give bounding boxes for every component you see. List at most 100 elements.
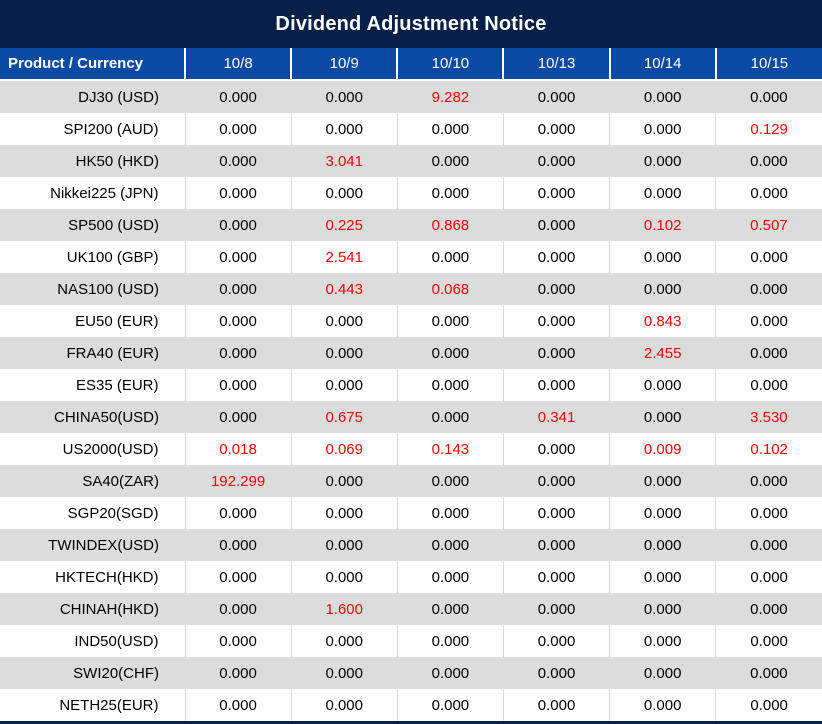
- dividend-value: 0.000: [502, 497, 610, 529]
- dividend-value: 192.299: [185, 465, 292, 497]
- dividend-value: 0.000: [503, 593, 610, 625]
- dividend-value: 0.000: [396, 369, 504, 401]
- dividend-value: 0.000: [396, 689, 504, 724]
- product-label: Nikkei225 (JPN): [0, 177, 185, 209]
- product-label: NETH25(EUR): [0, 689, 185, 724]
- product-label: SWI20(CHF): [0, 657, 185, 689]
- dividend-value: 0.000: [502, 177, 610, 209]
- dividend-value: 0.102: [715, 433, 822, 465]
- dividend-value: 0.000: [609, 593, 716, 625]
- dividend-value: 0.000: [503, 465, 610, 497]
- dividend-value: 0.000: [503, 145, 610, 177]
- dividend-value: 0.000: [184, 689, 292, 724]
- dividend-value: 0.000: [609, 529, 716, 561]
- dividend-value: 0.000: [609, 113, 716, 145]
- dividend-value: 0.000: [715, 465, 822, 497]
- column-header-date: 10/8: [183, 48, 292, 81]
- column-header-date: 10/13: [502, 48, 610, 81]
- dividend-value: 0.000: [503, 529, 610, 561]
- dividend-value: 0.000: [715, 273, 822, 305]
- dividend-value: 0.000: [184, 561, 292, 593]
- dividend-value: 0.000: [715, 593, 822, 625]
- dividend-value: 0.000: [185, 593, 292, 625]
- dividend-value: 0.000: [397, 657, 504, 689]
- dividend-value: 0.000: [609, 625, 716, 657]
- dividend-value: 0.000: [609, 369, 716, 401]
- dividend-value: 0.000: [503, 80, 610, 113]
- dividend-value: 0.000: [609, 657, 716, 689]
- dividend-value: 0.000: [184, 305, 292, 337]
- dividend-value: 9.282: [397, 80, 504, 113]
- dividend-value: 0.069: [290, 433, 398, 465]
- dividend-value: 0.000: [184, 497, 292, 529]
- dividend-value: 0.000: [397, 465, 504, 497]
- dividend-value: 0.000: [609, 401, 716, 433]
- table-row: ES35 (EUR) 0.000 0.000 0.000 0.000 0.000 0.000: [0, 369, 822, 401]
- dividend-value: 0.000: [396, 241, 504, 273]
- dividend-value: 0.000: [715, 369, 822, 401]
- dividend-value: 0.000: [715, 497, 822, 529]
- product-label: HK50 (HKD): [0, 145, 185, 177]
- table-row: IND50(USD) 0.000 0.000 0.000 0.000 0.000 0.000: [0, 625, 822, 657]
- dividend-value: 0.868: [397, 209, 504, 241]
- product-label: NAS100 (USD): [0, 273, 185, 305]
- dividend-value: 0.000: [290, 561, 398, 593]
- dividend-value: 0.000: [609, 241, 716, 273]
- dividend-value: 0.000: [502, 561, 610, 593]
- dividend-value: 0.000: [185, 337, 292, 369]
- header-row: Product / Currency 10/8 10/9 10/10 10/13 10/…: [0, 48, 822, 81]
- column-header-date: 10/14: [608, 48, 716, 81]
- table-row: DJ30 (USD) 0.000 0.000 9.282 0.000 0.000 0.000: [0, 80, 822, 113]
- dividend-value: 0.000: [502, 241, 610, 273]
- product-label: HKTECH(HKD): [0, 561, 185, 593]
- table-row: SPI200 (AUD) 0.000 0.000 0.000 0.000 0.000 0.1…: [0, 113, 822, 145]
- dividend-value: 0.000: [503, 273, 610, 305]
- dividend-value: 0.225: [291, 209, 398, 241]
- dividend-value: 0.000: [502, 689, 610, 724]
- product-label: EU50 (EUR): [0, 305, 185, 337]
- dividend-value: 0.000: [290, 625, 398, 657]
- dividend-value: 0.000: [503, 209, 610, 241]
- dividend-value: 0.000: [185, 80, 292, 113]
- dividend-value: 2.455: [609, 337, 716, 369]
- page-title: Dividend Adjustment Notice: [0, 0, 822, 48]
- dividend-value: 0.000: [609, 145, 716, 177]
- product-label: FRA40 (EUR): [0, 337, 185, 369]
- dividend-value: 0.000: [609, 177, 716, 209]
- dividend-value: 0.000: [715, 305, 822, 337]
- dividend-value: 0.000: [185, 273, 292, 305]
- dividend-value: 0.000: [715, 145, 822, 177]
- dividend-value: 0.000: [396, 497, 504, 529]
- dividend-value: 0.000: [502, 113, 610, 145]
- dividend-value: 0.000: [184, 113, 292, 145]
- dividend-value: 0.000: [396, 625, 504, 657]
- product-label: DJ30 (USD): [0, 80, 185, 113]
- table-row: SWI20(CHF) 0.000 0.000 0.000 0.000 0.000 0.000: [0, 657, 822, 689]
- dividend-value: 0.000: [291, 465, 398, 497]
- table-row: HK50 (HKD) 0.000 3.041 0.000 0.000 0.000 0.000: [0, 145, 822, 177]
- dividend-value: 0.000: [609, 80, 716, 113]
- column-header-date: 10/10: [396, 48, 504, 81]
- dividend-value: 0.000: [291, 80, 398, 113]
- dividend-value: 0.000: [715, 80, 822, 113]
- dividend-value: 0.341: [503, 401, 610, 433]
- dividend-value: 0.000: [503, 337, 610, 369]
- product-label: SPI200 (AUD): [0, 113, 185, 145]
- dividend-value: 0.000: [185, 145, 292, 177]
- product-label: CHINAH(HKD): [0, 593, 185, 625]
- dividend-value: 0.675: [291, 401, 398, 433]
- dividend-value: 0.009: [609, 433, 716, 465]
- dividend-value: 0.018: [184, 433, 292, 465]
- dividend-value: 0.000: [184, 625, 292, 657]
- product-label: SP500 (USD): [0, 209, 185, 241]
- dividend-value: 0.000: [291, 337, 398, 369]
- dividend-value: 0.000: [185, 529, 292, 561]
- dividend-value: 0.843: [609, 305, 716, 337]
- dividend-value: 0.000: [715, 177, 822, 209]
- table-row: SGP20(SGD) 0.000 0.000 0.000 0.000 0.000 0.000: [0, 497, 822, 529]
- dividend-value: 0.000: [715, 561, 822, 593]
- table-row: SP500 (USD) 0.000 0.225 0.868 0.000 0.102 0.50…: [0, 209, 822, 241]
- dividend-value: 0.000: [185, 657, 292, 689]
- dividend-value: 0.507: [715, 209, 822, 241]
- dividend-value: 0.068: [397, 273, 504, 305]
